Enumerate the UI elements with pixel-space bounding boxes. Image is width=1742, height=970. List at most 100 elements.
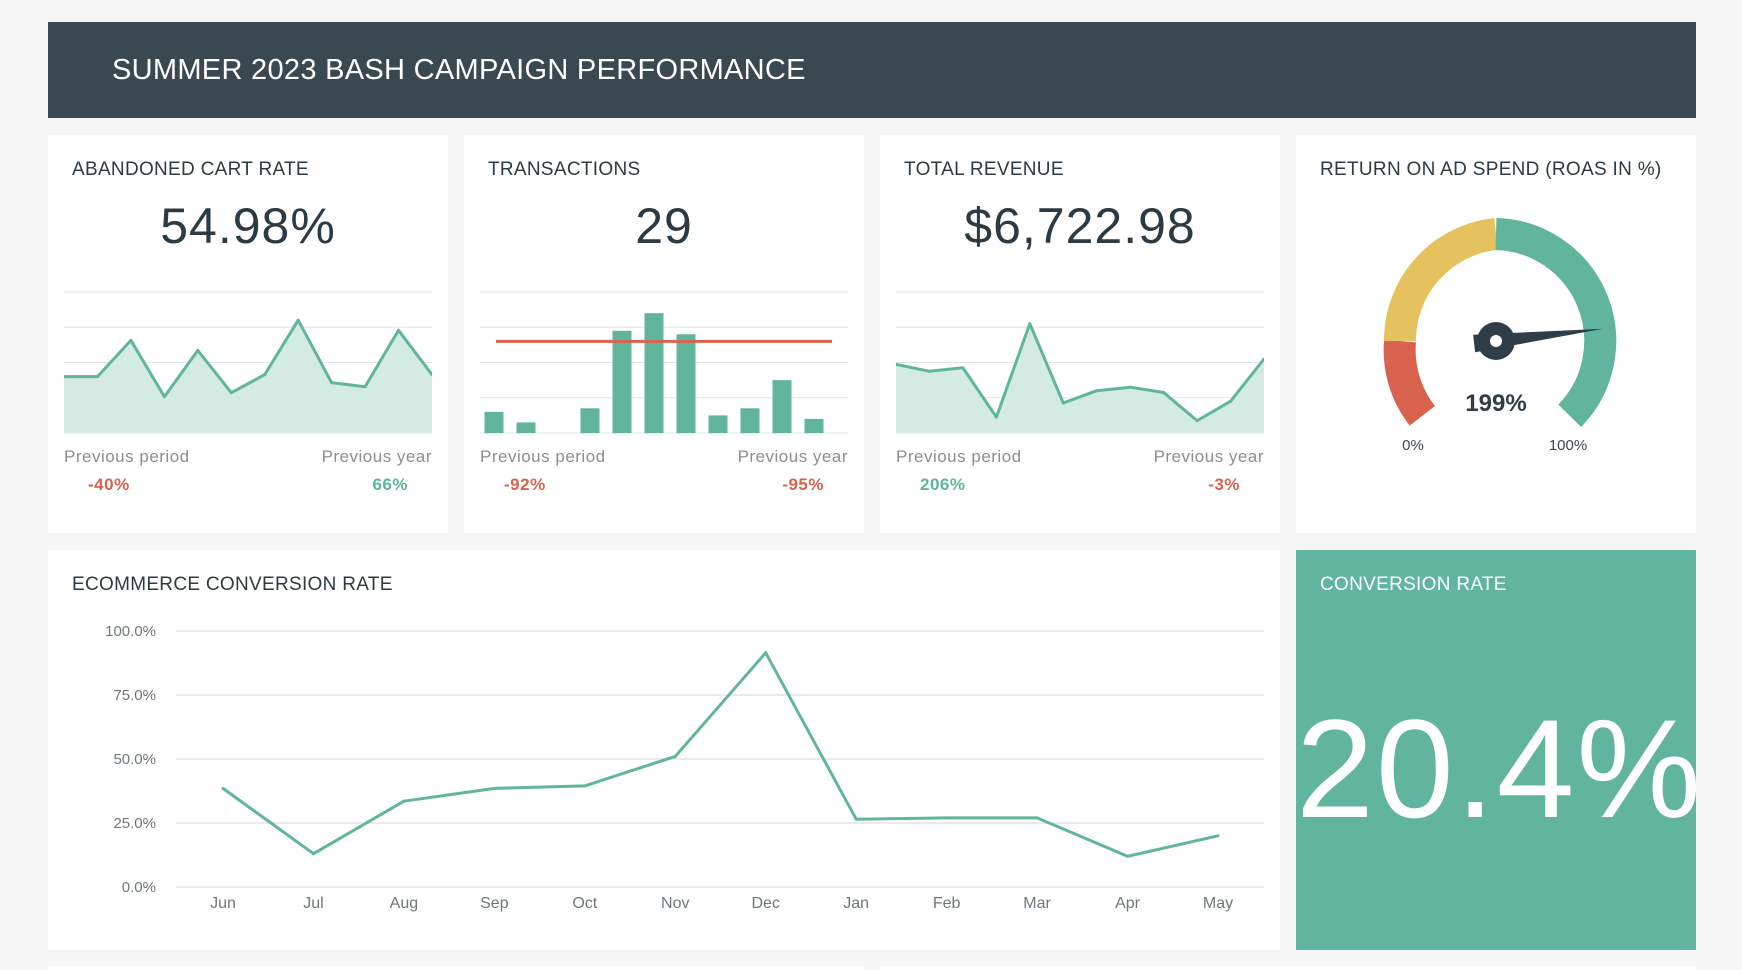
gauge-min-label: 0% <box>1402 437 1424 454</box>
area-fill <box>896 323 1264 433</box>
y-tick-label: 0.0% <box>122 879 156 896</box>
gauge-yellow-segment <box>1383 218 1499 342</box>
x-tick-label: Mar <box>1023 895 1051 912</box>
data-point <box>263 373 267 377</box>
bar <box>740 408 760 433</box>
data-point <box>673 754 677 758</box>
data-point <box>64 375 66 379</box>
x-tick-label: Dec <box>752 895 780 912</box>
data-point <box>1162 390 1166 394</box>
data-point <box>945 816 949 820</box>
x-tick-label: Nov <box>661 895 689 912</box>
total-revenue-card: TOTAL REVENUE $6,722.98 Previous period … <box>880 135 1280 533</box>
bar <box>516 422 536 433</box>
previous-period-label: Previous period <box>896 447 1022 466</box>
card-title: CONVERSION RATE <box>1320 574 1507 595</box>
x-tick-label: Feb <box>933 895 961 912</box>
bar <box>804 418 824 433</box>
data-point <box>311 852 315 856</box>
data-point <box>221 786 225 790</box>
data-point <box>896 362 898 366</box>
previous-period-delta: 206% <box>920 475 966 494</box>
data-point <box>854 817 858 821</box>
gauge-max-label: 100% <box>1549 437 1587 454</box>
ecommerce-conversion-card: ECOMMERCE CONVERSION RATE 0.0% 25.0% 50.0%… <box>48 550 1280 950</box>
data-point <box>296 318 300 322</box>
previous-period-delta: -40% <box>88 475 130 494</box>
series-line <box>64 318 432 399</box>
data-point <box>764 651 768 655</box>
data-point <box>492 786 496 790</box>
x-tick-label: Apr <box>1115 895 1141 912</box>
previous-year-delta: 66% <box>372 475 408 494</box>
kpi-value: $6,722.98 <box>964 198 1196 254</box>
gauge-value-label: 199% <box>1465 390 1526 417</box>
gauge-red-segment <box>1383 339 1436 426</box>
previous-period-delta: -92% <box>504 475 546 494</box>
previous-year-label: Previous year <box>1153 447 1264 466</box>
conversion-rate-card: CONVERSION RATE 20.4% <box>1296 550 1703 950</box>
previous-year-label: Previous year <box>321 447 432 466</box>
card-title: ECOMMERCE CONVERSION RATE <box>72 574 393 595</box>
card-title: RETURN ON AD SPEND (ROAS IN %) <box>1320 159 1662 180</box>
series-line <box>222 651 1219 858</box>
data-point <box>363 385 367 389</box>
data-point <box>1126 854 1130 858</box>
x-tick-label: Oct <box>572 895 597 912</box>
abandoned-cart-card: ABANDONED CART RATE 54.98% Previous peri… <box>48 135 448 533</box>
bar <box>484 411 504 433</box>
x-tick-label: Sep <box>480 895 509 912</box>
previous-period-label: Previous period <box>480 447 606 466</box>
roas-card: RETURN ON AD SPEND (ROAS IN %) 199% 0% 1… <box>1296 135 1696 533</box>
data-point <box>1262 357 1264 361</box>
data-point <box>430 373 432 377</box>
data-point <box>397 328 401 332</box>
abandoned-cart-sparkline <box>64 291 432 434</box>
dashboard-title: SUMMER 2023 BASH CAMPAIGN PERFORMANCE <box>112 53 806 86</box>
bar <box>708 415 728 433</box>
x-tick-label: Aug <box>390 895 418 912</box>
y-tick-label: 75.0% <box>113 687 156 704</box>
dashboard-header: SUMMER 2023 BASH CAMPAIGN PERFORMANCE <box>48 22 1696 118</box>
data-point <box>196 348 200 352</box>
data-point <box>129 338 133 342</box>
data-point <box>1028 322 1032 326</box>
kpi-value: 54.98% <box>160 198 336 254</box>
series-line <box>896 322 1264 423</box>
bar <box>772 380 792 433</box>
data-point <box>1061 401 1065 405</box>
ecommerce-conversion-line-chart: 0.0% 25.0% 50.0% 75.0% 100.0% Jun Jul Aug Sep Oct… <box>105 623 1264 912</box>
data-point <box>1229 399 1233 403</box>
x-tick-label: Jun <box>210 895 236 912</box>
x-tick-label: Jul <box>303 895 323 912</box>
data-point <box>1195 419 1199 423</box>
y-tick-label: 50.0% <box>113 751 156 768</box>
data-point <box>330 381 334 385</box>
data-point <box>1095 389 1099 393</box>
gauge-green-segment <box>1495 218 1617 427</box>
data-point <box>927 369 931 373</box>
previous-year-delta: -3% <box>1208 475 1240 494</box>
total-revenue-sparkline <box>896 291 1264 434</box>
data-point <box>95 375 99 379</box>
data-point <box>583 784 587 788</box>
card-title: TRANSACTIONS <box>488 159 641 180</box>
y-tick-label: 25.0% <box>113 815 156 832</box>
conversion-rate-value: 20.4% <box>1296 690 1703 847</box>
area-fill <box>64 320 432 433</box>
transactions-card: TRANSACTIONS 29 Previous period Previous… <box>464 135 864 533</box>
previous-year-label: Previous year <box>737 447 848 466</box>
transactions-bar-chart <box>480 291 848 434</box>
next-row-card-right <box>880 966 1696 970</box>
data-point <box>1035 816 1039 820</box>
data-point <box>1128 385 1132 389</box>
kpi-value: 29 <box>635 198 693 254</box>
roas-gauge: 199% 0% 100% <box>1383 218 1617 454</box>
next-row-card-left <box>48 966 864 970</box>
data-point <box>229 391 233 395</box>
previous-period-label: Previous period <box>64 447 190 466</box>
x-tick-label: Jan <box>843 895 869 912</box>
bar <box>676 334 696 433</box>
y-tick-label: 100.0% <box>105 623 156 640</box>
data-point <box>1216 834 1220 838</box>
